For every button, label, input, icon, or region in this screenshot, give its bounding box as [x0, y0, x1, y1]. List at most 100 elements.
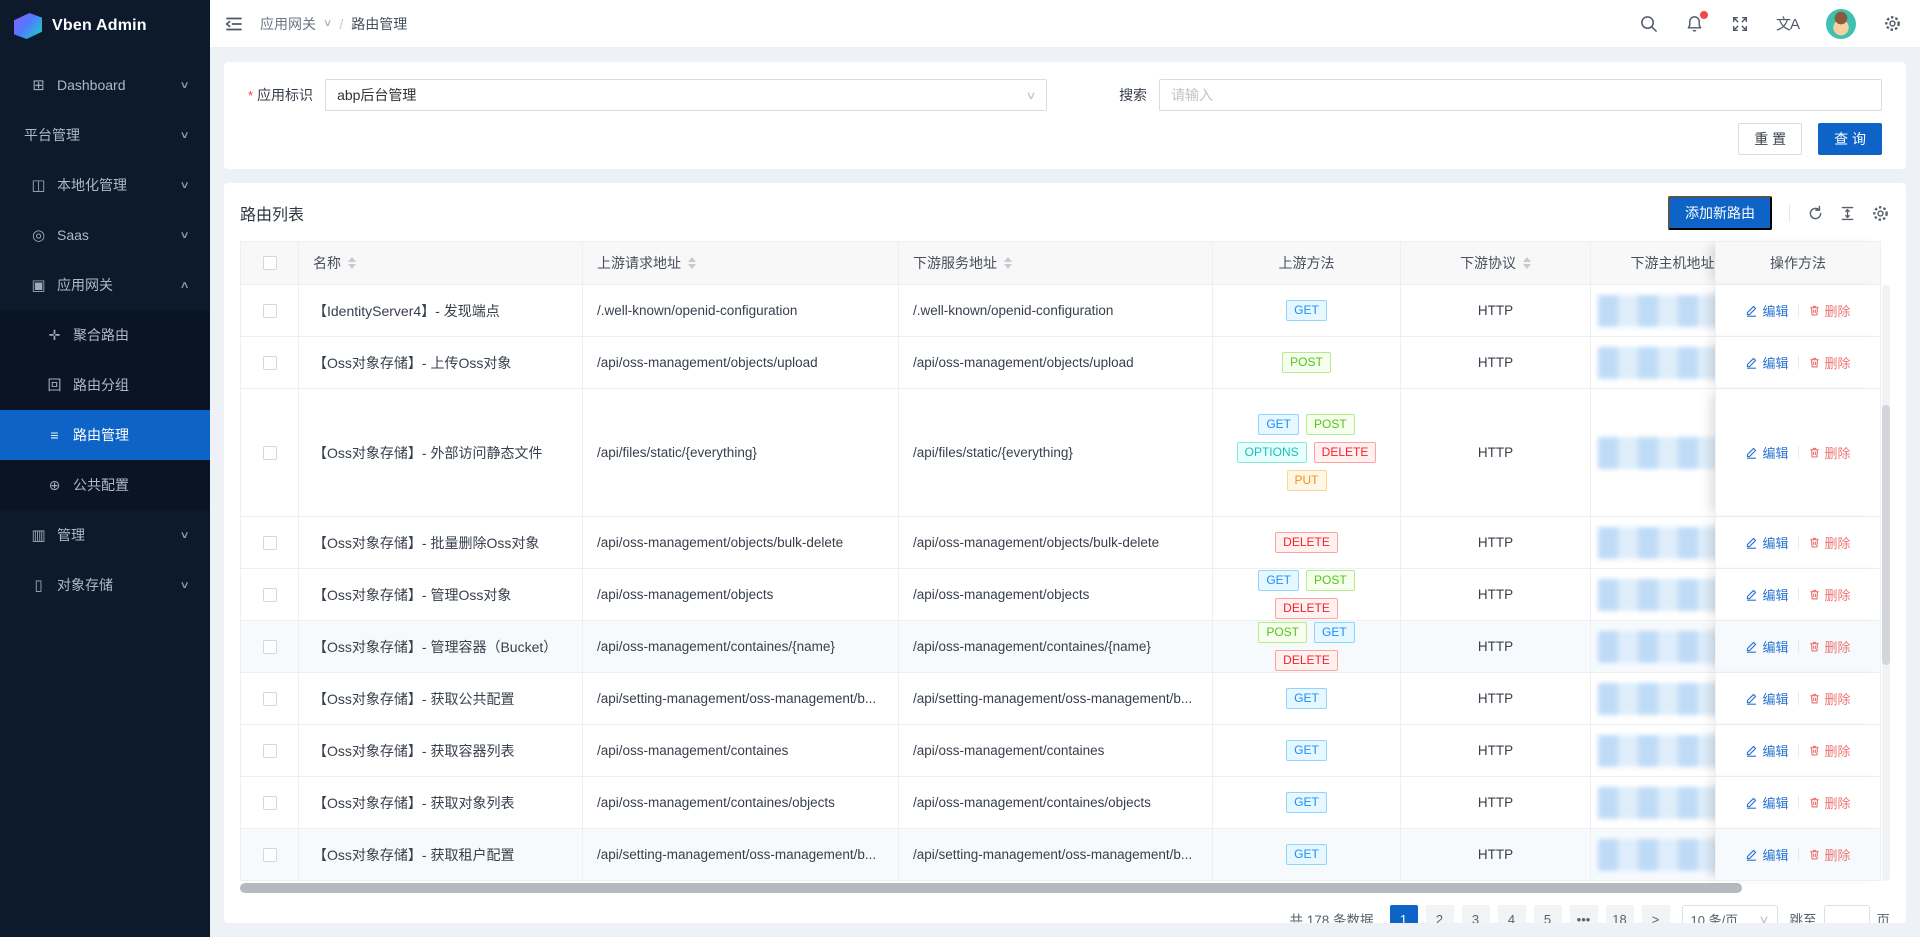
downstream-path-cell: /api/files/static/{everything}	[899, 389, 1213, 517]
row-checkbox[interactable]	[262, 743, 277, 758]
vertical-scrollbar-thumb[interactable]	[1882, 405, 1890, 665]
row-checkbox[interactable]	[262, 445, 277, 460]
edit-button[interactable]: 编辑	[1745, 443, 1789, 462]
row-checkbox-cell	[241, 337, 299, 389]
jump-page-input[interactable]	[1823, 905, 1870, 923]
search-input[interactable]	[1171, 87, 1870, 103]
route-name-cell: 【Oss对象存储】- 获取租户配置	[299, 829, 583, 881]
logo[interactable]: Vben Admin	[0, 0, 210, 52]
row-checkbox[interactable]	[262, 847, 277, 862]
chevron-down-icon: ∨	[179, 79, 190, 91]
column-height-icon[interactable]	[1839, 205, 1856, 222]
edit-button[interactable]: 编辑	[1745, 741, 1789, 760]
delete-button[interactable]: 删除	[1808, 689, 1851, 708]
page-button-4[interactable]: 4	[1497, 905, 1526, 923]
query-button[interactable]: 查 询	[1818, 123, 1882, 155]
total-count: 共 178 条数据	[1289, 913, 1374, 923]
sidebar-item-label: Dashboard	[57, 77, 126, 93]
row-checkbox[interactable]	[262, 535, 277, 550]
select-all-checkbox[interactable]	[262, 256, 277, 270]
routes-table: 名称 上游请求地址 下游服务地址 上游方法 下游协议 下游主机地址 操作方法 【Identi…	[240, 241, 1881, 881]
method-tag-GET: GET	[1286, 300, 1327, 321]
row-checkbox[interactable]	[262, 303, 277, 318]
row-checkbox[interactable]	[262, 691, 277, 706]
user-avatar[interactable]	[1826, 8, 1856, 39]
page-size-select[interactable]: 10 条/页 ∨	[1681, 905, 1778, 923]
column-header-name[interactable]: 名称	[299, 241, 583, 285]
delete-button[interactable]: 删除	[1808, 443, 1851, 462]
settings-icon[interactable]	[1871, 204, 1890, 223]
method-tag-GET: GET	[1286, 740, 1327, 761]
sidebar-item-路由管理[interactable]: ≡ 路由管理	[0, 410, 210, 460]
sidebar-item-本地化管理[interactable]: ◫ 本地化管理 ∨	[0, 160, 210, 210]
delete-button[interactable]: 删除	[1808, 533, 1851, 552]
row-checkbox[interactable]	[262, 639, 277, 654]
dashboard-icon: ⊞	[32, 77, 45, 94]
row-checkbox[interactable]	[262, 795, 277, 810]
next-page-button[interactable]: >	[1641, 905, 1670, 923]
row-checkbox[interactable]	[262, 355, 277, 370]
sidebar-item-公共配置[interactable]: ⊕ 公共配置	[0, 460, 210, 510]
more-pages-button[interactable]: •••	[1569, 905, 1598, 923]
horizontal-scrollbar-thumb[interactable]	[240, 883, 1742, 893]
upstream-path-cell: /api/oss-management/objects	[583, 569, 899, 621]
column-header-downstream[interactable]: 下游服务地址	[899, 241, 1213, 285]
delete-button[interactable]: 删除	[1808, 353, 1851, 372]
search-icon[interactable]	[1639, 14, 1658, 33]
edit-button[interactable]: 编辑	[1745, 353, 1789, 372]
locale-icon[interactable]: 文A	[1775, 16, 1800, 33]
sort-caret-icon[interactable]	[1004, 257, 1012, 269]
refresh-icon[interactable]	[1807, 205, 1824, 222]
reset-button[interactable]: 重 置	[1738, 123, 1803, 155]
vertical-scrollbar[interactable]	[1882, 285, 1890, 881]
edit-button[interactable]: 编辑	[1745, 689, 1789, 708]
sort-caret-icon[interactable]	[1523, 257, 1531, 269]
menu-fold-icon[interactable]	[224, 13, 246, 35]
sidebar-item-聚合路由[interactable]: ✛ 聚合路由	[0, 310, 210, 360]
delete-button[interactable]: 删除	[1808, 301, 1851, 320]
add-route-button[interactable]: 添加新路由	[1668, 196, 1772, 230]
page-button-5[interactable]: 5	[1533, 905, 1562, 923]
edit-button[interactable]: 编辑	[1745, 585, 1789, 604]
table-row: 【Oss对象存储】- 管理Oss对象/api/oss-management/ob…	[241, 569, 1881, 621]
fullscreen-icon[interactable]	[1731, 15, 1749, 33]
sidebar-item-平台管理[interactable]: 平台管理 ∨	[0, 110, 210, 160]
sidebar-item-对象存储[interactable]: ▯ 对象存储 ∨	[0, 560, 210, 610]
method-tag-GET: GET	[1258, 414, 1299, 435]
sort-caret-icon[interactable]	[348, 257, 356, 269]
sidebar-item-路由分组[interactable]: 回路由分组	[0, 360, 210, 410]
methods-cell: GET	[1213, 673, 1401, 725]
sidebar-item-Dashboard[interactable]: ⊞ Dashboard ∨	[0, 60, 210, 110]
sidebar-item-管理[interactable]: ▥ 管理 ∨	[0, 510, 210, 560]
delete-button[interactable]: 删除	[1808, 845, 1851, 864]
edit-button[interactable]: 编辑	[1745, 637, 1789, 656]
sort-caret-icon[interactable]	[688, 257, 696, 269]
edit-button[interactable]: 编辑	[1745, 301, 1789, 320]
page-button-18[interactable]: 18	[1605, 905, 1634, 923]
column-header-protocol[interactable]: 下游协议	[1401, 241, 1591, 285]
delete-button[interactable]: 删除	[1808, 585, 1851, 604]
row-checkbox[interactable]	[262, 587, 277, 602]
edit-button[interactable]: 编辑	[1745, 793, 1789, 812]
page-button-3[interactable]: 3	[1461, 905, 1490, 923]
downstream-path-cell: /api/oss-management/objects/bulk-delete	[899, 517, 1213, 569]
sidebar-item-应用网关[interactable]: ▣ 应用网关 ∧	[0, 260, 210, 310]
protocol-value: HTTP	[1477, 847, 1514, 862]
notification-icon[interactable]	[1685, 11, 1708, 33]
page-button-1[interactable]: 1	[1389, 905, 1418, 923]
chevron-up-icon: ∧	[179, 279, 190, 291]
delete-button[interactable]: 删除	[1808, 637, 1851, 656]
delete-button[interactable]: 删除	[1808, 793, 1851, 812]
page-buttons: 1 2 3 4 5 ••• 18	[1389, 905, 1634, 923]
page-button-2[interactable]: 2	[1425, 905, 1454, 923]
sidebar-item-Saas[interactable]: ◎ Saas ∨	[0, 210, 210, 260]
edit-button[interactable]: 编辑	[1745, 533, 1789, 552]
delete-button[interactable]: 删除	[1808, 741, 1851, 760]
breadcrumb-parent[interactable]: 应用网关	[260, 15, 316, 32]
column-header-upstream[interactable]: 上游请求地址	[583, 241, 899, 285]
delete-label: 删除	[1824, 744, 1851, 759]
actions-cell: 编辑 删除	[1715, 673, 1881, 725]
settings-icon[interactable]	[1883, 14, 1902, 33]
edit-button[interactable]: 编辑	[1745, 845, 1789, 864]
app-id-select[interactable]: abp后台管理 ∨	[325, 79, 1048, 111]
